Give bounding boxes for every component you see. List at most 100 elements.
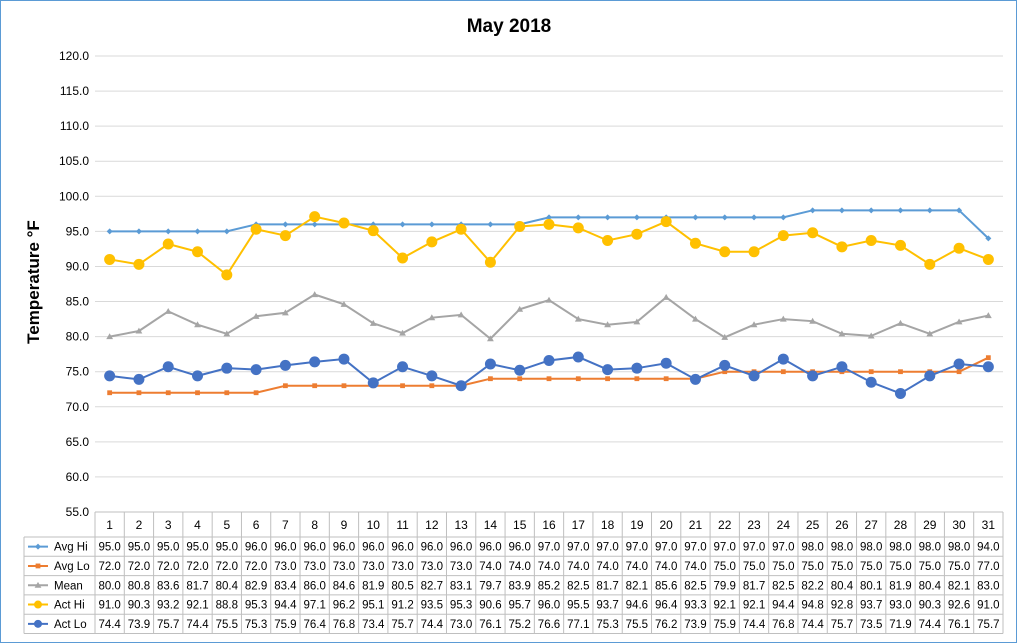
data-table: 1 2 3 4 5 6 7 8 9 10 11 12 13 14 15 16 17 18 19 20 21 22 23 24 2… <box>23 511 1004 634</box>
data-point <box>926 330 934 337</box>
data-label: 96.0 <box>333 542 355 554</box>
y-tick-label: 100.0 <box>59 189 89 203</box>
data-point <box>487 335 494 342</box>
series-mean <box>106 291 992 342</box>
data-point <box>429 383 435 389</box>
data-label: 81.7 <box>186 580 208 592</box>
data-label: 97.0 <box>655 542 677 554</box>
data-label: 93.3 <box>684 600 706 612</box>
data-point <box>721 214 728 221</box>
data-point <box>865 376 877 388</box>
data-point <box>135 228 142 235</box>
data-label: 96.0 <box>391 542 413 554</box>
data-point <box>223 228 230 235</box>
data-point <box>953 358 965 370</box>
data-label: 84.6 <box>333 580 355 592</box>
data-point <box>194 321 201 328</box>
data-point <box>604 321 611 328</box>
data-label: 74.4 <box>421 619 444 631</box>
data-label: 95.0 <box>157 542 179 554</box>
data-point <box>660 357 672 369</box>
data-label: 93.7 <box>860 600 882 612</box>
data-label: 82.1 <box>626 580 648 592</box>
data-point <box>838 330 846 337</box>
x-tick-label: 10 <box>367 518 381 532</box>
data-point <box>751 214 758 221</box>
data-label: 97.0 <box>714 542 736 554</box>
y-tick-label: 75.0 <box>66 365 90 379</box>
data-point <box>136 390 142 396</box>
data-label: 88.8 <box>216 600 238 612</box>
data-label: 74.0 <box>684 561 706 573</box>
data-label: 75.2 <box>509 619 531 631</box>
data-point <box>898 369 903 375</box>
data-point <box>953 242 965 254</box>
y-tick-label: 55.0 <box>66 505 90 519</box>
data-point <box>195 390 200 396</box>
series-lines <box>104 207 994 399</box>
data-label: 73.0 <box>274 561 296 573</box>
data-label: 92.1 <box>186 600 208 612</box>
data-label: 96.0 <box>509 542 531 554</box>
data-point <box>104 253 116 265</box>
x-tick-label: 17 <box>572 518 586 532</box>
data-point <box>516 305 524 312</box>
data-label: 72.0 <box>216 561 238 573</box>
data-label: 75.7 <box>831 619 853 631</box>
data-label: 74.0 <box>509 561 531 573</box>
data-label: 73.4 <box>362 619 385 631</box>
legend-label: Avg Lo <box>54 561 90 573</box>
data-label: 74.4 <box>743 619 766 631</box>
data-label: 73.0 <box>391 561 413 573</box>
data-point <box>633 318 641 325</box>
data-point <box>574 315 582 322</box>
data-label: 80.4 <box>919 580 942 592</box>
data-label: 90.6 <box>479 600 501 612</box>
data-point <box>982 253 994 265</box>
data-label: 82.1 <box>948 580 970 592</box>
data-label: 77.0 <box>977 561 999 573</box>
data-label: 75.0 <box>714 561 736 573</box>
data-label: 93.2 <box>157 600 179 612</box>
data-point <box>572 351 584 363</box>
data-label: 81.7 <box>743 580 765 592</box>
data-point <box>722 369 728 375</box>
data-point <box>779 315 787 322</box>
data-label: 74.0 <box>538 561 560 573</box>
data-point <box>809 207 816 214</box>
x-tick-label: 19 <box>630 518 644 532</box>
data-label: 75.0 <box>948 561 970 573</box>
data-point <box>777 353 789 365</box>
x-tick-label: 31 <box>982 518 996 532</box>
x-tick-label: 6 <box>253 518 260 532</box>
data-label: 83.6 <box>157 580 179 592</box>
data-label: 82.5 <box>567 580 589 592</box>
x-tick-label: 28 <box>894 518 908 532</box>
data-point <box>689 237 701 249</box>
x-tick-label: 30 <box>952 518 966 532</box>
data-point <box>897 319 904 326</box>
data-label: 72.0 <box>128 561 150 573</box>
data-point <box>162 361 174 373</box>
data-label: 80.0 <box>98 580 120 592</box>
data-point <box>926 207 933 214</box>
data-label: 83.1 <box>450 580 472 592</box>
data-point <box>985 235 992 242</box>
data-label: 76.1 <box>948 619 970 631</box>
data-point <box>575 214 582 221</box>
data-label: 72.0 <box>157 561 179 573</box>
data-point <box>838 207 845 214</box>
data-label: 73.9 <box>128 619 150 631</box>
data-label: 75.7 <box>391 619 413 631</box>
data-point <box>894 387 906 399</box>
data-point <box>106 333 114 340</box>
data-label: 73.0 <box>421 561 443 573</box>
data-label: 96.0 <box>245 542 267 554</box>
x-tick-label: 16 <box>542 518 556 532</box>
data-point <box>426 236 438 248</box>
y-tick-label: 85.0 <box>66 295 90 309</box>
data-label: 81.9 <box>889 580 911 592</box>
x-tick-label: 9 <box>341 518 348 532</box>
data-label: 94.4 <box>274 600 297 612</box>
